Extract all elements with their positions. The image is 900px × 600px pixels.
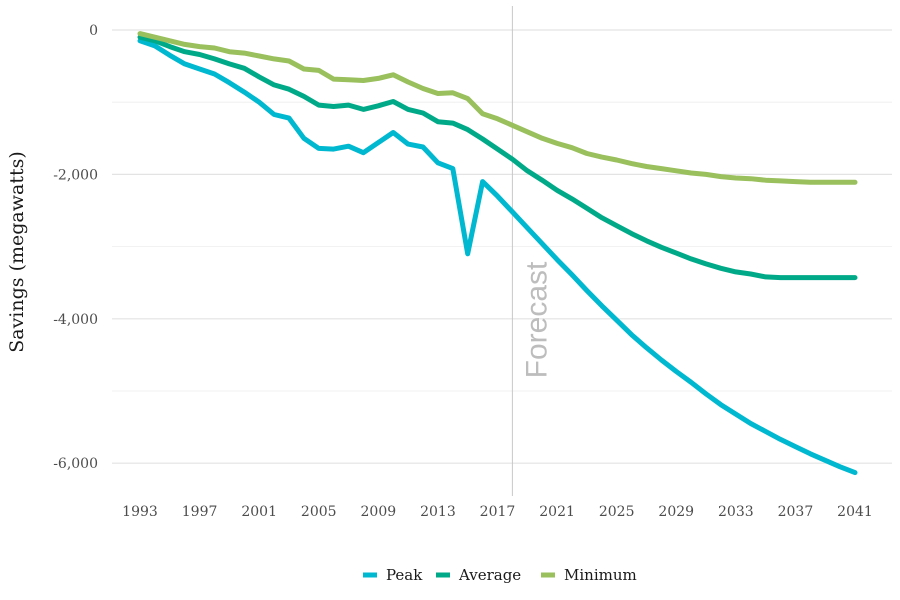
series-line-average — [137, 34, 858, 281]
gridlines — [112, 29, 892, 464]
legend-label: Peak — [386, 566, 423, 584]
x-tick-label: 1997 — [182, 504, 218, 520]
x-tick-label: 2001 — [241, 504, 277, 520]
x-tick-label: 2017 — [480, 504, 516, 520]
x-tick-label: 1993 — [122, 504, 158, 520]
legend-item-peak: Peak — [363, 566, 423, 584]
y-tick-label: 0 — [89, 23, 98, 39]
legend-item-average: Average — [436, 566, 521, 584]
axes: 0 -2,000 -4,000 -6,000 1993 1997 2001 2005 2009 2… — [53, 23, 873, 520]
x-tick-label: 2029 — [658, 504, 694, 520]
x-tick-label: 2021 — [539, 504, 575, 520]
x-tick-label: 2025 — [599, 504, 635, 520]
x-tick-label: 2033 — [718, 504, 754, 520]
legend: Peak Average Minimum — [363, 566, 637, 584]
forecast-annotation: Forecast — [511, 6, 553, 496]
series-line-peak — [137, 38, 858, 476]
legend-label: Average — [458, 566, 521, 584]
forecast-label: Forecast — [520, 261, 553, 378]
x-tick-label: 2041 — [837, 504, 873, 520]
x-tick-label: 2013 — [420, 504, 456, 520]
y-tick-label: -2,000 — [53, 167, 98, 183]
x-tick-label: 2037 — [778, 504, 814, 520]
y-axis-title: Savings (megawatts) — [6, 151, 28, 353]
y-tick-label: -4,000 — [53, 312, 98, 328]
legend-item-minimum: Minimum — [541, 566, 637, 584]
x-tick-label: 2005 — [301, 504, 337, 520]
series-lines — [137, 31, 858, 476]
y-tick-label: -6,000 — [53, 456, 98, 472]
x-tick-label: 2009 — [361, 504, 397, 520]
series-line-minimum — [137, 31, 858, 185]
legend-label: Minimum — [564, 566, 637, 584]
